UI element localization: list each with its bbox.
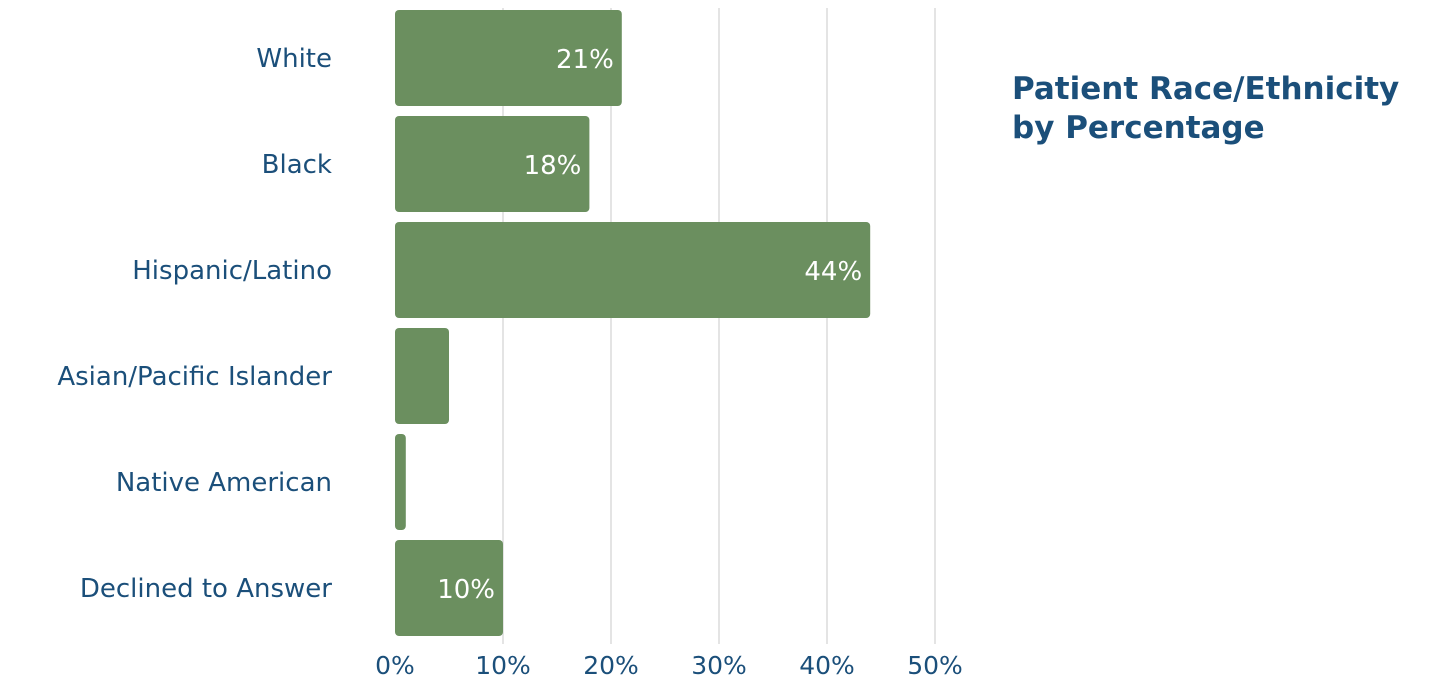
data-label: 44%: [804, 257, 862, 287]
category-label: Hispanic/Latino: [132, 256, 332, 286]
bar-declined-to-answer: [395, 540, 503, 636]
x-tick-label-40: 40%: [799, 651, 855, 680]
x-tick-label-30: 30%: [691, 651, 747, 680]
bar-native-american: [395, 434, 406, 530]
x-tick-label-10: 10%: [475, 651, 531, 680]
category-label: Native American: [116, 468, 332, 498]
data-labels: 21% 18% 44% 10%: [437, 45, 862, 605]
category-label: Declined to Answer: [80, 574, 332, 604]
bar-asian-pacific-islander: [395, 328, 449, 424]
x-axis-tick-labels: 0% 10% 20% 30% 40% 50%: [375, 651, 963, 680]
chart-title-line-2: by Percentage: [1012, 110, 1265, 146]
bar-black: [395, 116, 590, 212]
bars: [395, 10, 871, 636]
data-label: 18%: [524, 151, 582, 181]
category-label: Asian/Pacific Islander: [57, 362, 332, 392]
x-tick-label-0: 0%: [375, 651, 415, 680]
category-label: Black: [262, 150, 332, 180]
bar-hispanic-latino: [395, 222, 871, 318]
data-label: 21%: [556, 45, 614, 75]
x-tick-label-20: 20%: [583, 651, 639, 680]
x-tick-label-50: 50%: [907, 651, 963, 680]
category-label: White: [256, 44, 332, 74]
gridlines: [502, 8, 936, 644]
chart-title-line-1: Patient Race/Ethnicity: [1012, 71, 1400, 107]
chart-title: Patient Race/Ethnicity by Percentage: [1012, 70, 1432, 148]
data-label: 10%: [437, 575, 495, 605]
bar-white: [395, 10, 622, 106]
category-labels: White Black Hispanic/Latino Asian/Pacific I…: [57, 44, 332, 604]
